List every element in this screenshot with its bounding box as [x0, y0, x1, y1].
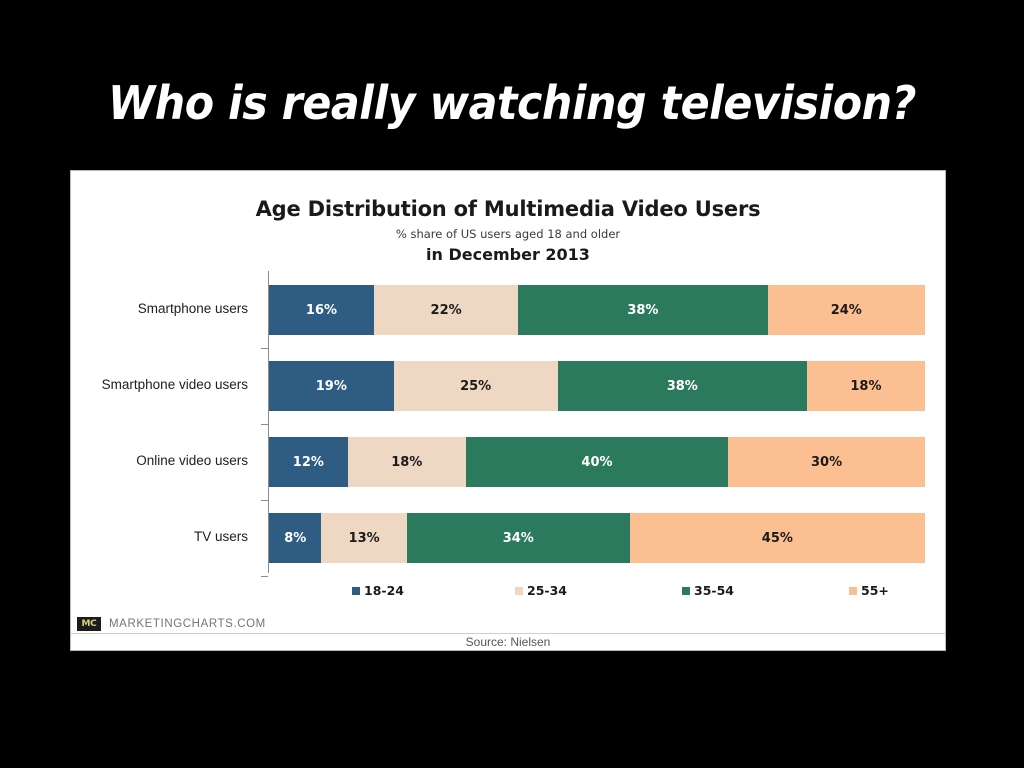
legend-item[interactable]: 25-34	[515, 583, 567, 598]
bar-segment: 38%	[518, 285, 768, 335]
bar-segment-label: 8%	[284, 530, 307, 546]
bar-segment: 40%	[465, 437, 729, 487]
bar-segment: 45%	[629, 513, 925, 563]
bar-segment: 25%	[393, 361, 558, 411]
bar-segment: 22%	[373, 285, 519, 335]
value-axis-line	[268, 271, 269, 573]
legend-swatch-icon	[515, 586, 523, 595]
bar-row: 19% 25% 38% 18%	[269, 361, 925, 411]
bar-row: 12% 18% 40% 30%	[269, 437, 925, 487]
category-label: TV users	[193, 529, 248, 544]
legend-label: 55+	[861, 583, 889, 598]
legend-label: 18-24	[364, 583, 404, 598]
bar-segment: 19%	[269, 361, 394, 411]
legend-item[interactable]: 35-54	[682, 583, 734, 598]
category-label: Online video users	[136, 453, 248, 468]
axis-tick	[261, 348, 268, 349]
chart-title: Age Distribution of Multimedia Video Use…	[255, 197, 761, 221]
category-label: Smartphone video users	[101, 377, 248, 392]
marketingcharts-logo-icon: MC	[77, 616, 101, 631]
bar-segment: 30%	[728, 437, 925, 487]
legend-swatch-icon	[849, 586, 857, 595]
axis-tick	[261, 576, 268, 577]
bar-segment-label: 22%	[430, 302, 462, 318]
bar-segment: 24%	[767, 285, 925, 335]
bar-segment: 8%	[269, 513, 322, 563]
chart-subtitle: % share of US users aged 18 and older	[395, 227, 621, 241]
legend-swatch-icon	[352, 586, 360, 595]
axis-tick	[261, 500, 268, 501]
slide-headline: Who is really watching television?	[107, 76, 916, 130]
category-label: Smartphone users	[137, 301, 248, 316]
bar-segment-label: 19%	[315, 378, 347, 394]
legend-item[interactable]: 18-24	[352, 583, 404, 598]
bar-segment: 16%	[269, 285, 374, 335]
stacked-bars: 16% 22% 38% 24% 19% 25% 38% 18% 12% 18% 40% 30% 8% 13…	[269, 271, 925, 573]
bar-segment-label: 18%	[391, 454, 423, 470]
bar-segment: 18%	[347, 437, 466, 487]
legend-label: 25-34	[527, 583, 567, 598]
category-axis-labels: Smartphone users Smartphone video users On…	[83, 271, 256, 573]
bar-segment-label: 40%	[581, 454, 613, 470]
bar-segment-label: 18%	[850, 378, 882, 394]
bar-segment-label: 45%	[761, 530, 793, 546]
bar-segment-label: 25%	[460, 378, 492, 394]
bar-row: 16% 22% 38% 24%	[269, 285, 925, 335]
chart-legend: 18-24 25-34 35-54 55+	[257, 583, 917, 605]
source-note: Source: Nielsen	[465, 635, 551, 649]
plot-area: Smartphone users Smartphone video users On…	[83, 271, 935, 577]
bar-segment-label: 38%	[627, 302, 659, 318]
brand-label: MARKETINGCHARTS.COM	[109, 617, 266, 630]
legend-swatch-icon	[682, 586, 690, 595]
bar-segment: 34%	[406, 513, 630, 563]
bar-segment: 13%	[321, 513, 407, 563]
footer-brand: MC MARKETINGCHARTS.COM	[71, 614, 945, 634]
bar-segment-label: 24%	[830, 302, 862, 318]
bar-segment: 38%	[557, 361, 807, 411]
chart-card: Age Distribution of Multimedia Video Use…	[70, 170, 946, 651]
bar-segment-label: 16%	[305, 302, 338, 318]
bar-segment-label: 13%	[348, 530, 380, 546]
bar-segment: 18%	[806, 361, 925, 411]
bar-segment-label: 30%	[811, 454, 843, 470]
bar-row: 8% 13% 34% 45%	[269, 513, 925, 563]
bar-segment-label: 38%	[666, 378, 698, 394]
bar-segment-label: 34%	[502, 530, 534, 546]
chart-period: in December 2013	[426, 245, 590, 264]
bar-segment: 12%	[269, 437, 348, 487]
bar-segment-label: 12%	[292, 454, 324, 470]
axis-tick	[261, 424, 268, 425]
legend-item[interactable]: 55+	[849, 583, 889, 598]
legend-label: 35-54	[694, 583, 734, 598]
